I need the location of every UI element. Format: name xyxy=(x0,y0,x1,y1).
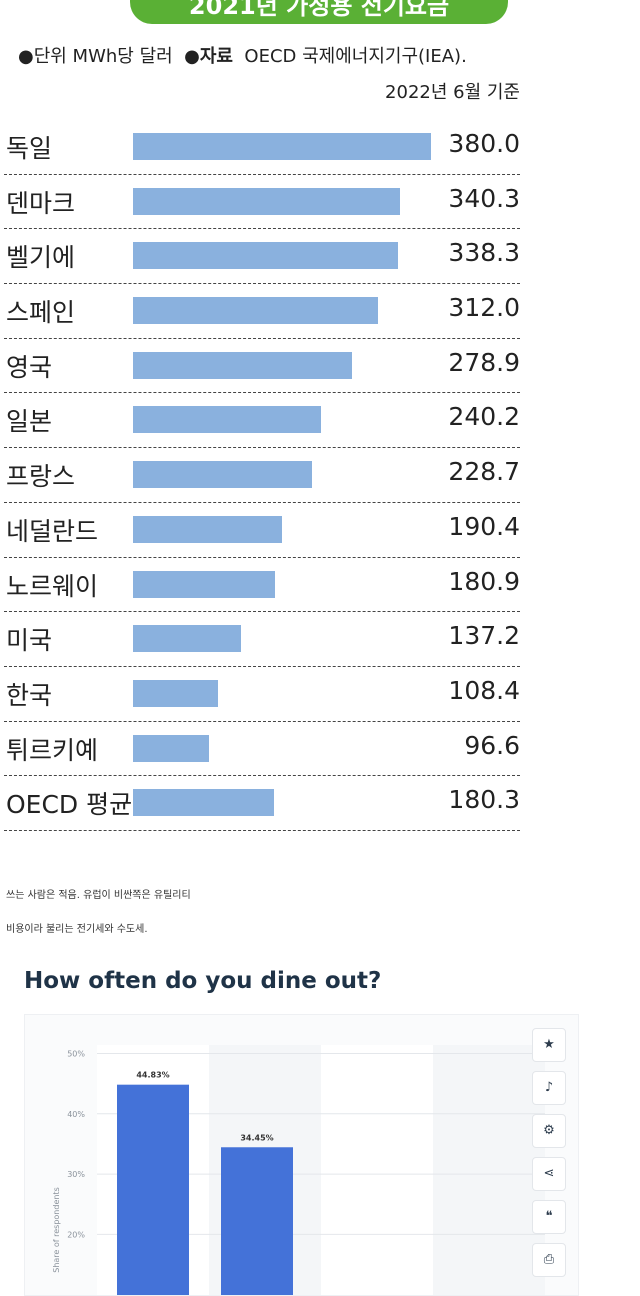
price-value-label: 228.7 xyxy=(448,457,520,487)
chart-banner-title: 2021년 가정용 전기요금 xyxy=(130,0,508,24)
dine-out-chart: 50% 40% 30% 20% Share of respondents 44.83% 34… xyxy=(52,1045,545,1295)
dine-out-chart-card: 50% 40% 30% 20% Share of respondents 44.83% 34… xyxy=(24,1014,579,1296)
price-bar xyxy=(133,133,431,160)
price-bar xyxy=(133,734,209,762)
data-bar xyxy=(117,1084,189,1295)
bar-row: 일본 240.2 xyxy=(4,393,520,449)
price-value-label: 180.3 xyxy=(448,785,520,815)
bar-row: 노르웨이 180.9 xyxy=(4,558,520,613)
plot-band xyxy=(433,1045,545,1295)
y-tick-label: 50% xyxy=(67,1050,85,1059)
price-value-label: 96.6 xyxy=(464,730,520,760)
price-value-label: 180.9 xyxy=(448,566,520,596)
country-label: 영국 xyxy=(6,352,53,382)
unit-source-line: ●단위 MWh당 달러 ●자료 OECD 국제에너지기구(IEA). xyxy=(18,42,467,68)
price-bar xyxy=(133,187,400,215)
bar-row: 독일 380.0 xyxy=(4,120,520,175)
chart-toolbar: ★ ♪ ⚙ ⋖ ❝ ⎙ xyxy=(532,1028,566,1286)
date-label: 2022년 6월 기준 xyxy=(385,82,520,103)
price-value-label: 338.3 xyxy=(448,238,520,268)
price-bar xyxy=(133,515,283,543)
bar-row: 튀르키예 96.6 xyxy=(4,722,520,777)
price-value-label: 340.3 xyxy=(448,183,520,213)
gear-icon[interactable]: ⚙ xyxy=(532,1114,566,1148)
y-axis-label: Share of respondents xyxy=(52,1187,61,1273)
unit-label: ●단위 MWh당 달러 xyxy=(18,46,173,67)
bell-icon[interactable]: ♪ xyxy=(532,1071,566,1105)
price-bar xyxy=(133,625,241,653)
bar-row: 네덜란드 190.4 xyxy=(4,503,520,558)
country-label: OECD 평균 xyxy=(6,790,133,820)
country-label: 스페인 xyxy=(6,298,76,328)
dine-out-chart-title: How often do you dine out? xyxy=(24,968,382,994)
price-bar xyxy=(133,570,275,598)
country-label: 노르웨이 xyxy=(6,571,99,601)
price-value-label: 278.9 xyxy=(448,347,520,377)
price-bar xyxy=(133,679,218,707)
price-value-label: 137.2 xyxy=(448,621,520,651)
price-bar xyxy=(133,406,322,434)
plot-band xyxy=(321,1045,433,1295)
share-icon[interactable]: ⋖ xyxy=(532,1157,566,1191)
star-icon[interactable]: ★ xyxy=(532,1028,566,1062)
quote-icon[interactable]: ❝ xyxy=(532,1200,566,1234)
source-key: ●자료 xyxy=(184,46,233,67)
price-bar xyxy=(133,789,275,817)
price-bar xyxy=(133,297,378,325)
price-value-label: 380.0 xyxy=(448,129,520,158)
price-value-label: 312.0 xyxy=(448,293,520,323)
price-bar xyxy=(133,461,313,489)
data-value-label: 44.83% xyxy=(136,1071,169,1080)
bar-row: 한국 108.4 xyxy=(4,667,520,722)
bar-row: 영국 278.9 xyxy=(4,339,520,394)
bar-row: 덴마크 340.3 xyxy=(4,175,520,230)
country-label: 덴마크 xyxy=(6,188,76,218)
price-bar xyxy=(133,351,352,379)
country-label: 한국 xyxy=(6,680,53,710)
bar-row: 벨기에 338.3 xyxy=(4,229,520,285)
price-bar xyxy=(133,242,399,270)
y-tick-label: 20% xyxy=(67,1230,85,1239)
data-bar xyxy=(221,1147,293,1295)
print-icon[interactable]: ⎙ xyxy=(532,1243,566,1277)
country-label: 프랑스 xyxy=(6,462,76,492)
y-tick-label: 30% xyxy=(67,1170,85,1179)
bar-row: 스페인 312.0 xyxy=(4,284,520,339)
electricity-price-bar-chart: 독일 380.0 덴마크 340.3 벨기에 338.3 스페인 312.0 영국 278.9 일본… xyxy=(4,120,520,831)
country-label: 네덜란드 xyxy=(6,516,99,546)
country-label: 미국 xyxy=(6,626,53,656)
country-label: 독일 xyxy=(6,134,53,163)
caption-line-2: 비용이라 불리는 전기세와 수도세. xyxy=(6,924,148,935)
country-label: 튀르키예 xyxy=(6,735,99,765)
data-value-label: 34.45% xyxy=(240,1133,273,1142)
bar-row: OECD 평균 180.3 xyxy=(4,776,520,831)
source-label: OECD 국제에너지기구(IEA). xyxy=(244,46,467,67)
y-tick-label: 40% xyxy=(67,1110,85,1119)
price-value-label: 240.2 xyxy=(448,402,520,432)
country-label: 벨기에 xyxy=(6,243,76,273)
price-value-label: 190.4 xyxy=(448,511,520,541)
country-label: 일본 xyxy=(6,407,53,437)
bar-row: 미국 137.2 xyxy=(4,612,520,667)
bar-row: 프랑스 228.7 xyxy=(4,448,520,503)
caption-line-1: 쓰는 사람은 적음. 유럽이 비싼쪽은 유틸리티 xyxy=(6,890,191,901)
price-value-label: 108.4 xyxy=(448,675,520,705)
